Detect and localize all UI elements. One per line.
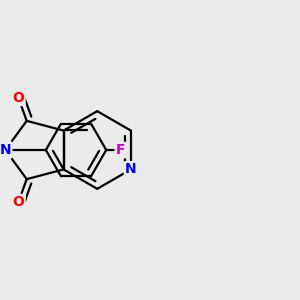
- Text: O: O: [13, 195, 24, 209]
- Text: F: F: [116, 143, 125, 157]
- Text: N: N: [0, 143, 11, 157]
- Text: O: O: [13, 91, 24, 105]
- Text: N: N: [125, 162, 137, 176]
